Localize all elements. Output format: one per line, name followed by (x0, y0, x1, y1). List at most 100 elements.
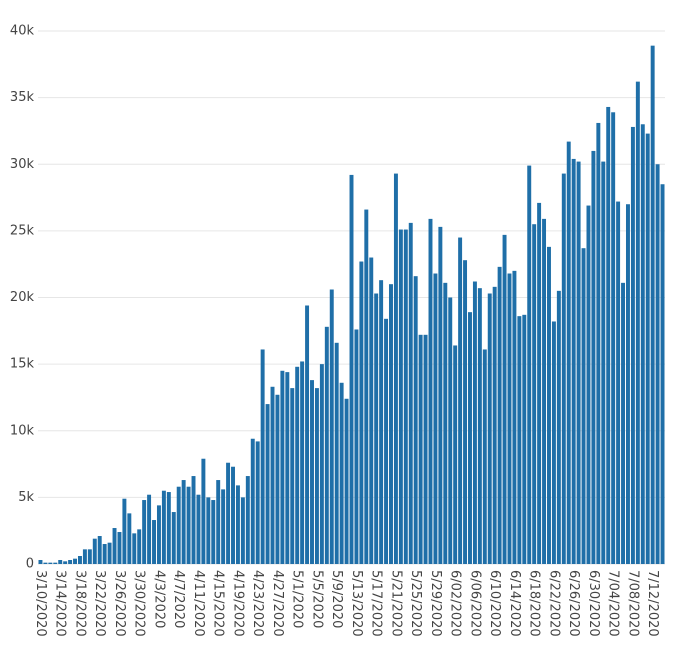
bar (181, 480, 186, 564)
bar (82, 549, 87, 564)
bar (477, 288, 482, 564)
bar (625, 204, 630, 564)
bar (166, 492, 171, 564)
bar (250, 438, 255, 564)
bar (616, 201, 621, 564)
bar (211, 500, 216, 564)
bar (63, 561, 68, 564)
bar (260, 349, 265, 564)
bar (413, 276, 418, 564)
bar (433, 273, 438, 564)
bar (354, 329, 359, 564)
bar (265, 404, 270, 564)
bar (137, 529, 142, 564)
x-tick-label: 7/04/2020 (606, 570, 621, 637)
bar (112, 528, 117, 564)
bar (314, 388, 319, 564)
bar (156, 505, 161, 564)
bar (606, 106, 611, 564)
bar (645, 133, 650, 565)
bar (468, 312, 472, 564)
bar (517, 316, 522, 564)
bar (58, 560, 63, 564)
bar (556, 290, 561, 564)
bar (487, 293, 492, 564)
y-tick-label: 35k (10, 90, 35, 105)
bar (393, 173, 398, 564)
x-tick-label: 4/3/2020 (151, 570, 166, 628)
bar (660, 184, 665, 565)
bar (77, 556, 82, 564)
x-tick-label: 5/13/2020 (349, 570, 364, 637)
bar (127, 513, 132, 564)
bar (379, 280, 384, 564)
bar (635, 81, 640, 564)
bar (285, 372, 290, 564)
bar (443, 282, 448, 564)
bar (611, 112, 616, 564)
bar (389, 284, 393, 564)
x-tick-label: 3/26/2020 (112, 570, 127, 637)
x-tick-label: 6/06/2020 (467, 570, 482, 637)
x-tick-label: 3/22/2020 (92, 570, 107, 637)
bar (542, 218, 547, 564)
bar (537, 202, 542, 564)
bar (245, 476, 250, 564)
bar (221, 489, 226, 564)
x-tick-label: 5/17/2020 (369, 570, 384, 637)
bar (176, 486, 181, 564)
bar (482, 349, 487, 564)
y-tick-label: 0 (26, 557, 34, 572)
bar (48, 562, 53, 564)
bar (463, 260, 468, 564)
bar (621, 282, 626, 564)
bar (300, 361, 305, 564)
bar (107, 542, 112, 564)
x-tick-label: 5/25/2020 (408, 570, 423, 637)
bar (512, 270, 517, 564)
bar (97, 536, 102, 564)
x-tick-label: 4/23/2020 (250, 570, 265, 637)
x-tick-label: 6/02/2020 (448, 570, 463, 637)
bar (453, 345, 458, 564)
bar (201, 458, 206, 564)
bar (87, 549, 92, 564)
bar (68, 560, 73, 564)
bar (38, 560, 43, 564)
bar (374, 293, 379, 564)
x-tick-label: 5/1/2020 (290, 570, 305, 628)
bar (601, 161, 606, 564)
bar (117, 532, 122, 564)
bar (507, 273, 512, 564)
y-tick-label: 30k (10, 157, 35, 172)
x-tick-label: 4/27/2020 (270, 570, 285, 637)
bar (522, 314, 527, 564)
bar (147, 494, 152, 564)
x-tick-label: 6/18/2020 (527, 570, 542, 637)
y-tick-label: 10k (10, 423, 35, 438)
bar (650, 45, 655, 565)
y-tick-label: 15k (10, 357, 35, 372)
bar (423, 334, 428, 564)
bar (428, 218, 433, 564)
x-tick-label: 4/19/2020 (230, 570, 245, 637)
bar (240, 497, 245, 564)
bar (403, 229, 408, 565)
bar (275, 394, 280, 564)
y-tick-label: 40k (10, 24, 35, 39)
x-tick-label: 3/10/2020 (33, 570, 48, 637)
bar (344, 398, 349, 564)
bar (384, 318, 389, 564)
bar (364, 209, 369, 564)
bar (142, 500, 147, 564)
bar (359, 261, 364, 564)
bar (551, 321, 556, 564)
bar (586, 205, 591, 564)
x-tick-label: 6/30/2020 (586, 570, 601, 637)
x-tick-label: 6/26/2020 (566, 570, 581, 637)
bar (255, 441, 260, 564)
bar (295, 366, 300, 564)
bar (630, 126, 635, 564)
bar (640, 124, 645, 565)
